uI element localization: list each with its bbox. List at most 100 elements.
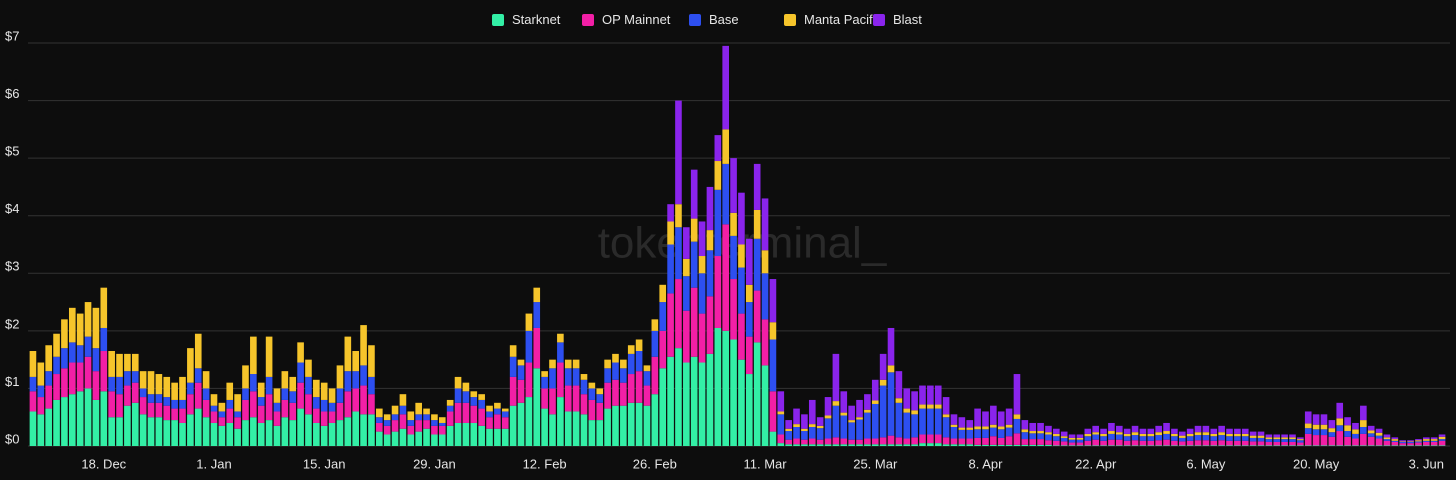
bar-segment <box>1241 436 1249 441</box>
bar-segment <box>887 435 895 445</box>
bar-segment <box>462 402 470 423</box>
bar-segment <box>1060 431 1068 437</box>
legend-label: OP Mainnet <box>602 12 671 27</box>
bar-segment <box>911 444 918 446</box>
bar-segment <box>730 158 737 213</box>
bar-segment <box>667 356 674 446</box>
bar-segment <box>1328 432 1336 437</box>
legend-item[interactable]: Blast <box>873 12 922 27</box>
bar-segment <box>801 444 808 446</box>
bar-segment <box>1391 441 1399 446</box>
legend-item[interactable]: Starknet <box>492 12 561 27</box>
bar-segment <box>588 382 596 389</box>
bar-segment <box>281 399 289 418</box>
x-tick-label: 15. Jan <box>303 456 346 471</box>
bar-segment <box>1210 433 1218 437</box>
bar-segment <box>769 339 777 392</box>
bar-segment <box>572 368 580 386</box>
bar-segment <box>1304 423 1312 429</box>
bar-segment <box>950 438 958 445</box>
bar-segment <box>1249 435 1257 438</box>
bar-segment <box>533 327 541 369</box>
bar-segment <box>226 399 234 409</box>
bar-segment <box>1005 436 1013 445</box>
bar-segment <box>557 342 564 363</box>
bar-segment <box>76 391 84 446</box>
bar-segment <box>76 345 84 363</box>
bar-segment <box>494 408 501 415</box>
bar-segment <box>816 417 824 426</box>
bar-segment <box>1210 428 1218 434</box>
bar-segment <box>1045 440 1052 445</box>
bar-segment <box>761 273 769 320</box>
bar-segment <box>1084 433 1092 437</box>
bar-segment <box>950 424 958 428</box>
bar-segment <box>116 376 123 395</box>
bar-segment <box>265 336 273 377</box>
bar-segment <box>1234 445 1241 446</box>
bar-segment <box>1241 433 1249 437</box>
bar-segment <box>1210 440 1218 446</box>
bar-segment <box>801 428 808 432</box>
bar-segment <box>194 368 202 383</box>
y-tick-label: $1 <box>5 374 19 389</box>
bar-segment <box>643 365 651 372</box>
y-tick-label: $6 <box>5 86 19 101</box>
legend-swatch <box>873 14 885 26</box>
bar-segment <box>1352 429 1359 434</box>
bar-segment <box>234 428 241 446</box>
x-tick-label: 22. Apr <box>1075 456 1117 471</box>
bar-segment <box>785 428 792 432</box>
bar-segment <box>1312 414 1320 425</box>
bar-segment <box>564 368 572 386</box>
bar-segment <box>84 336 92 357</box>
bar-segment <box>1226 440 1233 446</box>
bar-segment <box>171 420 178 446</box>
bar-segment <box>360 414 367 446</box>
bar-segment <box>100 351 108 392</box>
legend-item[interactable]: Manta Pacific <box>784 12 883 27</box>
legend-swatch <box>689 14 701 26</box>
bar-segment <box>265 376 273 395</box>
bar-segment <box>1344 425 1351 432</box>
bar-segment <box>1021 444 1029 446</box>
bar-segment <box>746 284 753 303</box>
bar-segment <box>53 333 60 357</box>
bar-segment <box>793 408 800 425</box>
bar-segment <box>139 388 147 398</box>
bar-segment <box>352 351 360 372</box>
bar-segment <box>1281 441 1288 446</box>
bar-segment <box>879 385 887 438</box>
bar-segment <box>37 385 45 398</box>
bar-segment <box>856 439 863 445</box>
bar-segment <box>1076 439 1084 443</box>
bar-segment <box>1297 439 1304 441</box>
bar-segment <box>848 422 855 440</box>
bar-segment <box>934 434 942 444</box>
bar-segment <box>927 385 934 405</box>
legend-item[interactable]: OP Mainnet <box>582 12 671 27</box>
bar-segment <box>1391 439 1399 441</box>
bar-segment <box>320 411 328 426</box>
bar-segment <box>557 333 564 343</box>
x-tick-label: 6. May <box>1186 456 1226 471</box>
bar-segment <box>360 325 367 366</box>
bar-segment <box>1013 433 1021 445</box>
bar-segment <box>769 322 777 340</box>
bar-segment <box>777 411 785 415</box>
bar-segment <box>714 161 722 190</box>
bar-segment <box>281 388 289 400</box>
bar-segment <box>1234 428 1241 434</box>
bar-segment <box>1438 434 1446 437</box>
legend-item[interactable]: Base <box>689 12 739 27</box>
bar-segment <box>446 399 454 406</box>
bar-segment <box>1367 430 1375 434</box>
bar-segment <box>1029 431 1037 434</box>
legend-label: Starknet <box>512 12 561 27</box>
bar-segment <box>313 397 320 409</box>
bar-segment <box>580 394 588 415</box>
bar-segment <box>785 439 792 445</box>
bar-segment <box>313 422 320 446</box>
bar-segment <box>431 425 438 435</box>
bar-segment <box>942 437 950 445</box>
